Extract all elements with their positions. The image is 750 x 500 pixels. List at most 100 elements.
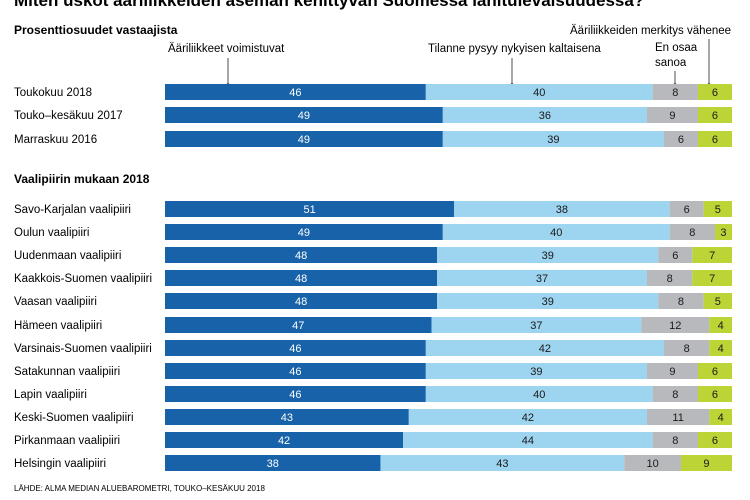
value-label-weaken: 9 (703, 458, 709, 470)
value-label-strengthen: 48 (295, 250, 307, 262)
bar-segment-strengthen (165, 409, 409, 425)
value-label-strengthen: 48 (295, 296, 307, 308)
row-label: Pirkanmaan vaalipiiri (14, 435, 120, 447)
value-label-weaken: 4 (718, 412, 724, 424)
value-label-weaken: 7 (709, 273, 715, 285)
bar-segment-strengthen (165, 270, 438, 286)
value-label-unchanged: 43 (496, 458, 508, 470)
row-label: Satakunnan vaalipiiri (14, 366, 120, 378)
row-label: Lapin vaalipiiri (14, 389, 87, 401)
row-label: Vaasan vaalipiiri (14, 296, 97, 308)
bar-segment-weaken (703, 293, 732, 309)
header-dont-know-line2: sanoa (655, 57, 687, 69)
bar-segment-dont-know (624, 455, 681, 471)
row-label: Helsingin vaalipiiri (14, 458, 106, 470)
bar-segment-dont-know (652, 432, 698, 448)
value-label-unchanged: 39 (547, 134, 559, 146)
bar-segment-weaken (697, 84, 732, 100)
bar-segment-unchanged (425, 363, 647, 379)
row-label: Kaakkois-Suomen vaalipiiri (14, 273, 152, 285)
value-label-strengthen: 49 (298, 227, 310, 239)
chart-title: Miten uskot ääriliikkeiden aseman kehitt… (14, 0, 644, 10)
value-label-unchanged: 42 (539, 343, 551, 355)
bar-segment-dont-know (646, 363, 698, 379)
value-label-weaken: 7 (709, 250, 715, 262)
bar-segment-dont-know (669, 201, 704, 217)
value-label-weaken: 6 (712, 134, 718, 146)
bar-segment-strengthen (165, 224, 443, 240)
bar-segment-unchanged (454, 201, 670, 217)
value-label-weaken: 6 (712, 110, 718, 122)
bar-segment-unchanged (425, 84, 653, 100)
value-label-dont-know: 8 (667, 273, 673, 285)
bar-segment-dont-know (658, 293, 704, 309)
value-label-dont-know: 11 (672, 412, 683, 424)
value-label-unchanged: 44 (522, 435, 534, 447)
bar-segment-weaken (697, 386, 732, 402)
value-label-unchanged: 36 (539, 110, 551, 122)
row-label: Savo-Karjalan vaalipiiri (14, 204, 131, 216)
value-label-unchanged: 42 (522, 412, 534, 424)
header-weaken: Ääriliikkeiden merkitys vähenee (570, 25, 731, 37)
chart-subtitle: Prosenttiosuudet vastaajista (14, 23, 178, 37)
value-label-strengthen: 47 (292, 320, 304, 332)
header-strengthen: Ääriliikkeet voimistuvat (168, 43, 285, 55)
value-label-strengthen: 38 (267, 458, 279, 470)
row-label: Keski-Suomen vaalipiiri (14, 412, 134, 424)
value-label-unchanged: 39 (542, 296, 554, 308)
group-label: Vaalipiirin mukaan 2018 (14, 172, 150, 186)
value-label-dont-know: 8 (689, 227, 695, 239)
row-label: Marraskuu 2016 (14, 134, 97, 146)
bar-segment-dont-know (646, 270, 693, 286)
bar-segment-weaken (703, 201, 732, 217)
bar-segment-weaken (692, 247, 732, 263)
value-label-unchanged: 39 (542, 250, 554, 262)
bar-segment-strengthen (165, 317, 432, 333)
value-label-strengthen: 46 (289, 389, 301, 401)
value-label-dont-know: 8 (672, 389, 678, 401)
value-label-dont-know: 6 (678, 134, 684, 146)
bar-segment-weaken (709, 340, 732, 356)
bar-segment-weaken (692, 270, 732, 286)
value-label-weaken: 6 (712, 366, 718, 378)
bar-segment-weaken (697, 432, 732, 448)
bar-segment-dont-know (663, 340, 710, 356)
bar-segment-unchanged (425, 340, 664, 356)
bar-segment-unchanged (442, 131, 664, 147)
bar-segment-dont-know (669, 224, 715, 240)
bar-segment-unchanged (403, 432, 653, 448)
bar-segment-dont-know (646, 409, 710, 425)
bar-segment-unchanged (425, 386, 653, 402)
bar-segment-dont-know (641, 317, 710, 333)
value-label-dont-know: 8 (678, 296, 684, 308)
value-label-unchanged: 39 (530, 366, 542, 378)
bar-segment-dont-know (658, 247, 693, 263)
value-label-dont-know: 8 (672, 435, 678, 447)
bar-segment-dont-know (663, 131, 698, 147)
bar-segment-strengthen (165, 201, 455, 217)
bar-segment-weaken (709, 409, 732, 425)
value-label-unchanged: 40 (533, 87, 545, 99)
bar-segment-weaken (697, 131, 732, 147)
value-label-weaken: 6 (712, 435, 718, 447)
value-label-weaken: 3 (720, 227, 726, 239)
value-label-dont-know: 6 (684, 204, 690, 216)
value-label-dont-know: 8 (684, 343, 690, 355)
bar-segment-unchanged (442, 107, 647, 123)
bar-segment-strengthen (165, 432, 404, 448)
value-label-strengthen: 48 (295, 273, 307, 285)
value-label-weaken: 5 (715, 296, 721, 308)
value-label-unchanged: 37 (530, 320, 542, 332)
bar-segment-unchanged (380, 455, 625, 471)
bar-segment-strengthen (165, 84, 426, 100)
bar-segment-strengthen (165, 455, 381, 471)
value-label-weaken: 6 (712, 389, 718, 401)
value-label-weaken: 6 (712, 87, 718, 99)
value-label-unchanged: 40 (550, 227, 562, 239)
value-label-strengthen: 46 (289, 343, 301, 355)
bar-segment-weaken (714, 224, 732, 240)
value-label-dont-know: 9 (669, 366, 675, 378)
value-label-weaken: 4 (718, 343, 724, 355)
